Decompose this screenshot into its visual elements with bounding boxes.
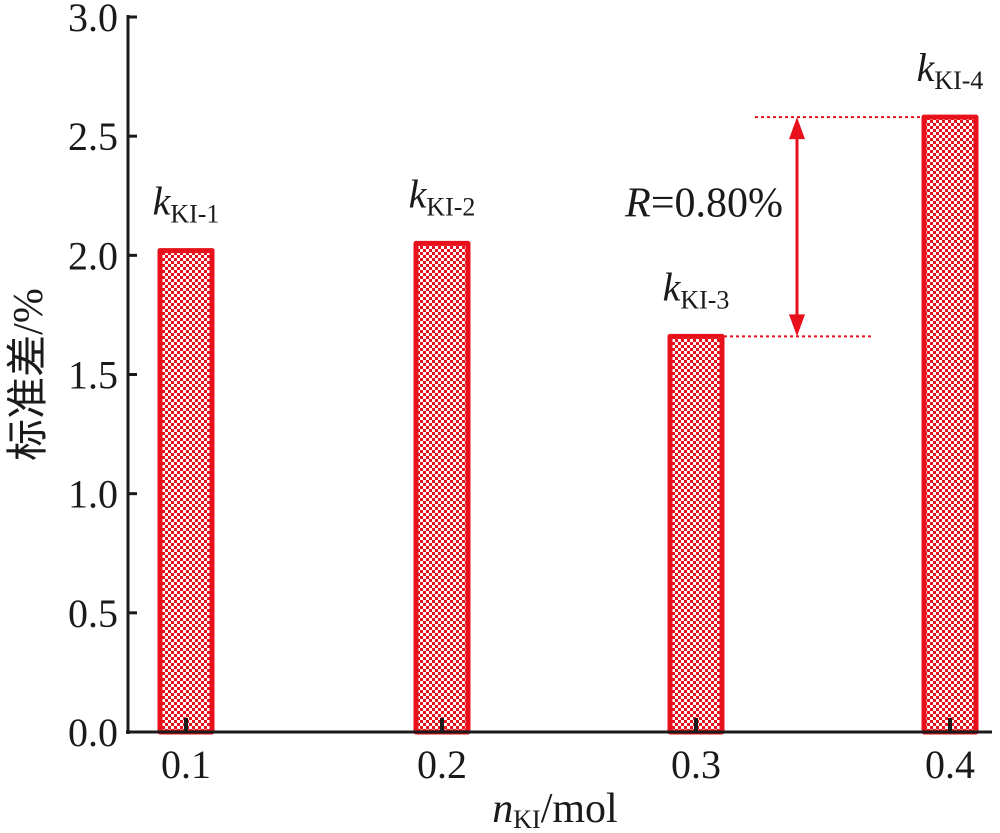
y-tick-label: 0.5 bbox=[68, 591, 118, 636]
bar-label-1: kKI-1 bbox=[153, 179, 220, 229]
bar-0.1 bbox=[157, 248, 215, 735]
bars bbox=[157, 114, 979, 735]
range-annotation bbox=[724, 116, 922, 338]
bar-0.4 bbox=[921, 114, 979, 735]
y-tick-label: 1.0 bbox=[68, 472, 118, 517]
range-annotation-label: R=0.80% bbox=[624, 181, 783, 227]
bar-label-2: kKI-2 bbox=[409, 171, 476, 221]
bar-0.3 bbox=[667, 333, 725, 735]
x-tick-label: 0.2 bbox=[417, 742, 467, 787]
bar-label-4: kKI-4 bbox=[917, 45, 984, 95]
y-axis-title: 标准差/% bbox=[6, 288, 52, 461]
y-tick-label: 1.5 bbox=[68, 353, 118, 398]
y-tick-label: 2.0 bbox=[68, 233, 118, 278]
y-tick-label: 0.0 bbox=[68, 710, 118, 755]
x-tick-label: 0.1 bbox=[161, 742, 211, 787]
x-tick-label: 0.4 bbox=[925, 742, 975, 787]
x-tick-label: 0.3 bbox=[671, 742, 721, 787]
labels: kKI-1 kKI-2 kKI-3 kKI-4 R=0.80% 0.0 0.5 1.0 1.5 2… bbox=[6, 0, 983, 833]
y-tick-label: 2.5 bbox=[68, 114, 118, 159]
x-axis-title: nKI/mol bbox=[492, 786, 617, 833]
bar-0.2 bbox=[413, 240, 471, 735]
range-arrow-head-up bbox=[789, 117, 805, 140]
y-tick-label: 3.0 bbox=[68, 0, 118, 40]
bar-label-3: kKI-3 bbox=[663, 264, 730, 314]
range-arrow-head-down bbox=[789, 314, 805, 337]
axes bbox=[126, 15, 992, 734]
